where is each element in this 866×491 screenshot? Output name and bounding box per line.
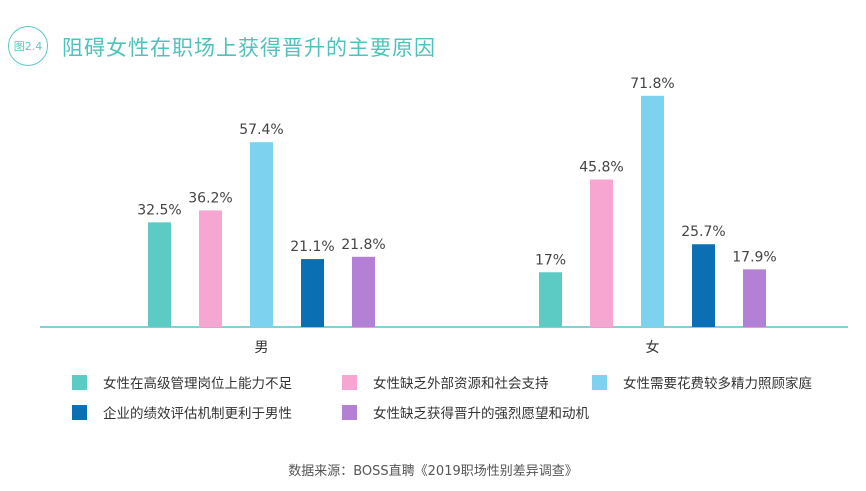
- legend-swatch: [72, 374, 87, 390]
- legend-item: 女性缺乏获得晋升的强烈愿望和动机: [342, 402, 589, 422]
- legend-item: 女性缺乏外部资源和社会支持: [342, 372, 549, 392]
- legend-label: 企业的绩效评估机制更利于男性: [103, 406, 292, 422]
- bar: [199, 210, 222, 327]
- bar: [692, 244, 715, 327]
- data-label: 17.9%: [732, 249, 776, 265]
- bar: [352, 256, 375, 327]
- data-label: 21.8%: [341, 237, 385, 253]
- bar: [250, 142, 273, 327]
- bar: [641, 95, 664, 327]
- data-label: 17%: [535, 252, 566, 268]
- legend-swatch: [342, 374, 357, 390]
- data-label: 21.1%: [290, 239, 334, 255]
- legend-label: 女性在高级管理岗位上能力不足: [103, 376, 292, 392]
- data-label: 25.7%: [681, 224, 725, 240]
- category-label: 女: [646, 339, 660, 356]
- data-label: 45.8%: [579, 160, 623, 176]
- data-label: 71.8%: [630, 76, 674, 92]
- legend-swatch: [342, 404, 357, 420]
- figure-number-badge: 图2.4: [8, 26, 48, 66]
- bar: [539, 272, 562, 327]
- legend-label: 女性缺乏外部资源和社会支持: [373, 376, 549, 392]
- chart-title: 阻碍女性在职场上获得晋升的主要原因: [62, 36, 436, 60]
- legend-swatch: [592, 374, 607, 390]
- data-label: 32.5%: [137, 202, 181, 218]
- legend-label: 女性缺乏获得晋升的强烈愿望和动机: [373, 406, 589, 422]
- data-source-note: 数据来源：BOSS直聘《2019职场性别差异调查》: [288, 464, 578, 479]
- data-label: 57.4%: [239, 122, 283, 138]
- legend-swatch: [72, 404, 87, 420]
- legend-label: 女性需要花费较多精力照顾家庭: [623, 376, 812, 392]
- category-label: 男: [255, 340, 269, 356]
- data-label: 36.2%: [188, 190, 232, 206]
- bar: [148, 222, 171, 327]
- bar: [590, 179, 613, 327]
- bar-chart: 32.5% 36.2% 57.4% 21.1% 21.8% 男 17% 45.8% 71.8% 2…: [40, 76, 848, 356]
- legend-item: 企业的绩效评估机制更利于男性: [72, 402, 292, 422]
- legend-item: 女性在高级管理岗位上能力不足: [72, 372, 292, 392]
- bar: [743, 269, 766, 327]
- legend-item: 女性需要花费较多精力照顾家庭: [592, 372, 812, 392]
- bar: [301, 259, 324, 327]
